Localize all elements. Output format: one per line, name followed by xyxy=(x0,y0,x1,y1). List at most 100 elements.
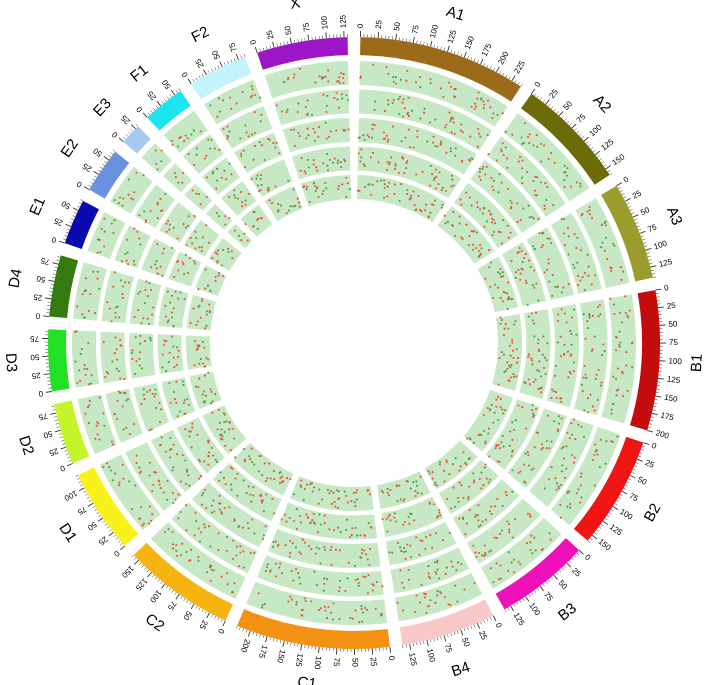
major-tick xyxy=(235,53,239,60)
ideogram-a1 xyxy=(360,37,521,102)
data-point xyxy=(624,311,627,315)
data-point xyxy=(428,577,432,580)
data-point xyxy=(325,578,329,581)
data-point xyxy=(452,486,455,489)
data-point xyxy=(182,223,185,226)
tick-label: 0 xyxy=(112,549,122,559)
minor-tick xyxy=(68,459,72,462)
data-point xyxy=(170,139,173,142)
data-point xyxy=(124,281,127,284)
data-point xyxy=(420,492,423,495)
data-point xyxy=(92,270,95,273)
data-point xyxy=(500,148,503,151)
tick-label: 25 xyxy=(666,301,676,311)
data-point xyxy=(479,524,482,527)
minor-tick xyxy=(286,41,289,45)
data-point xyxy=(474,105,478,108)
data-point xyxy=(509,430,512,433)
data-point xyxy=(502,445,505,448)
data-point xyxy=(593,484,596,487)
data-point xyxy=(403,107,406,110)
tick-label: 0 xyxy=(110,129,120,139)
data-point xyxy=(494,283,497,286)
data-point xyxy=(478,171,481,174)
data-point xyxy=(305,188,308,191)
data-point xyxy=(579,501,582,504)
data-point xyxy=(510,363,513,366)
data-point xyxy=(160,160,163,163)
data-point xyxy=(96,433,99,436)
data-point xyxy=(257,217,260,220)
data-point xyxy=(331,618,334,621)
data-point xyxy=(432,141,435,144)
tick-label: 0 xyxy=(37,389,43,399)
minor-tick xyxy=(467,627,469,631)
data-point xyxy=(286,108,289,111)
data-point xyxy=(181,542,184,545)
data-point xyxy=(618,345,621,348)
data-point xyxy=(336,98,339,101)
data-point xyxy=(250,133,253,136)
minor-tick xyxy=(486,64,489,68)
data-point xyxy=(541,244,544,247)
tick-label: 75 xyxy=(30,334,40,343)
data-point xyxy=(563,343,566,346)
data-point xyxy=(509,199,512,202)
minor-tick xyxy=(550,577,554,580)
data-point xyxy=(454,154,457,157)
data-point xyxy=(432,135,435,138)
data-point xyxy=(489,212,492,215)
track-ring-a1-3 xyxy=(358,118,477,175)
data-point xyxy=(96,420,99,424)
data-point xyxy=(103,424,106,427)
data-point xyxy=(240,152,243,155)
data-point xyxy=(513,558,516,561)
data-point xyxy=(507,522,511,526)
data-point xyxy=(596,453,599,456)
data-point xyxy=(482,107,485,110)
minor-tick xyxy=(243,54,246,58)
minor-tick xyxy=(168,587,171,591)
data-point xyxy=(240,239,243,242)
data-point xyxy=(218,421,221,424)
data-point xyxy=(533,335,536,338)
data-point xyxy=(216,167,219,170)
data-point xyxy=(337,185,340,188)
data-point xyxy=(576,236,579,239)
data-point xyxy=(444,189,447,193)
data-point xyxy=(249,458,252,461)
data-point xyxy=(612,303,616,306)
track-ring-x-3 xyxy=(282,118,350,153)
tick-label: 125 xyxy=(599,137,615,153)
data-point xyxy=(485,477,488,480)
data-point xyxy=(381,518,384,521)
minor-tick xyxy=(651,269,655,271)
minor-tick xyxy=(201,609,204,613)
data-point xyxy=(429,599,432,602)
data-point xyxy=(148,282,151,285)
data-point xyxy=(429,184,432,187)
data-point xyxy=(264,525,267,528)
minor-tick xyxy=(426,42,428,46)
data-point xyxy=(502,412,505,415)
data-point xyxy=(323,582,326,585)
data-point xyxy=(426,140,429,143)
major-tick xyxy=(476,622,480,629)
data-point xyxy=(488,550,491,553)
data-point xyxy=(534,378,537,381)
data-point xyxy=(151,513,154,516)
major-tick xyxy=(443,635,447,642)
data-point xyxy=(477,127,480,131)
data-point xyxy=(205,507,208,510)
data-point xyxy=(292,579,295,582)
tick-label: 100 xyxy=(668,356,682,366)
data-point xyxy=(419,86,422,89)
data-point xyxy=(549,538,552,541)
data-point xyxy=(325,187,328,190)
data-point xyxy=(500,319,503,322)
data-point xyxy=(356,189,360,192)
data-point xyxy=(610,412,613,415)
tick-label: 75 xyxy=(410,24,421,35)
data-point xyxy=(212,170,215,173)
track-ring-e1-3 xyxy=(141,238,177,278)
